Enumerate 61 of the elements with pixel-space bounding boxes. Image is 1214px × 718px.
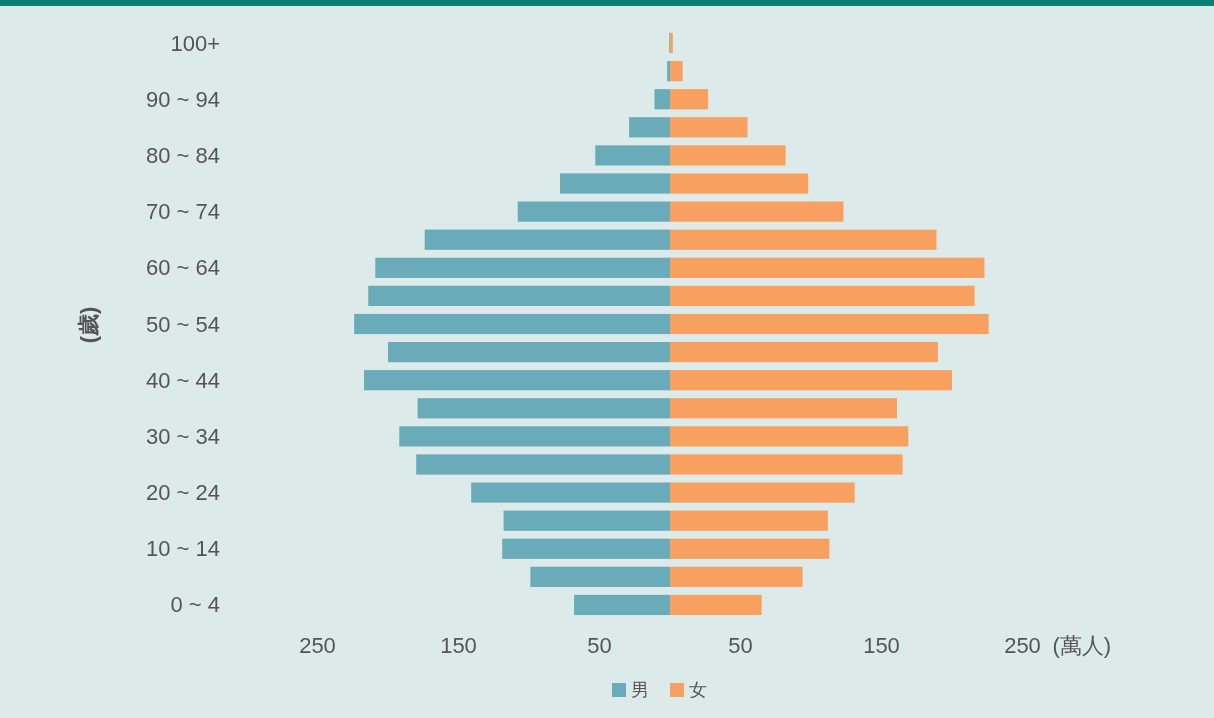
bar bbox=[670, 594, 762, 616]
bar bbox=[354, 313, 670, 335]
x-tick-label: 250 bbox=[299, 632, 336, 658]
bar bbox=[670, 257, 985, 278]
bar bbox=[364, 370, 670, 391]
bar bbox=[670, 173, 809, 194]
y-tick-label: 100+ bbox=[170, 30, 220, 56]
x-tick-label: 250 bbox=[1004, 632, 1041, 658]
y-tick-label: 60 ~ 64 bbox=[145, 255, 220, 281]
bar bbox=[670, 89, 709, 110]
bar bbox=[670, 398, 898, 419]
bar bbox=[530, 566, 670, 587]
bar bbox=[670, 201, 844, 222]
bar bbox=[667, 61, 670, 82]
x-tick-label: 50 bbox=[728, 632, 753, 658]
bar bbox=[417, 398, 670, 419]
bar bbox=[503, 510, 670, 531]
bar bbox=[670, 285, 975, 307]
bar bbox=[388, 341, 670, 363]
bar bbox=[595, 145, 670, 166]
legend-label: 女 bbox=[689, 680, 707, 700]
x-tick-label: 150 bbox=[863, 632, 900, 658]
bar bbox=[670, 538, 830, 559]
y-tick-label: 80 ~ 84 bbox=[145, 142, 220, 168]
y-tick-label: 10 ~ 14 bbox=[145, 536, 220, 562]
y-axis-title: (歲) bbox=[75, 306, 101, 344]
bar bbox=[670, 454, 903, 475]
bar bbox=[654, 89, 670, 110]
bar bbox=[670, 61, 683, 82]
bar bbox=[629, 117, 670, 138]
bar bbox=[424, 229, 670, 250]
bar bbox=[670, 313, 989, 335]
x-tick-label: 150 bbox=[440, 632, 477, 658]
y-tick-label: 30 ~ 34 bbox=[145, 423, 220, 449]
y-tick-label: 20 ~ 24 bbox=[145, 480, 220, 506]
bar bbox=[670, 341, 938, 363]
bar bbox=[368, 285, 670, 307]
bar bbox=[670, 426, 909, 447]
bar bbox=[670, 510, 828, 531]
y-tick-label: 70 ~ 74 bbox=[145, 199, 220, 225]
bar bbox=[574, 594, 670, 616]
x-axis-title: (萬人) bbox=[1052, 632, 1112, 658]
bar bbox=[502, 538, 670, 559]
y-tick-label: 90 ~ 94 bbox=[145, 86, 220, 112]
bar bbox=[471, 482, 670, 503]
y-tick-label: 40 ~ 44 bbox=[145, 367, 220, 393]
bar bbox=[670, 117, 748, 138]
y-tick-label: 50 ~ 54 bbox=[145, 311, 220, 337]
bar bbox=[375, 257, 670, 278]
bar bbox=[670, 482, 855, 503]
y-tick-label: 0 ~ 4 bbox=[170, 592, 220, 618]
bar bbox=[517, 201, 670, 222]
x-tick-label: 50 bbox=[587, 632, 612, 658]
bar bbox=[560, 173, 670, 194]
bar bbox=[670, 145, 786, 166]
bar bbox=[416, 454, 670, 475]
bar bbox=[670, 370, 952, 391]
bar bbox=[399, 426, 670, 447]
legend-label: 男 bbox=[631, 680, 649, 700]
bar bbox=[670, 229, 937, 250]
bar bbox=[670, 566, 803, 587]
